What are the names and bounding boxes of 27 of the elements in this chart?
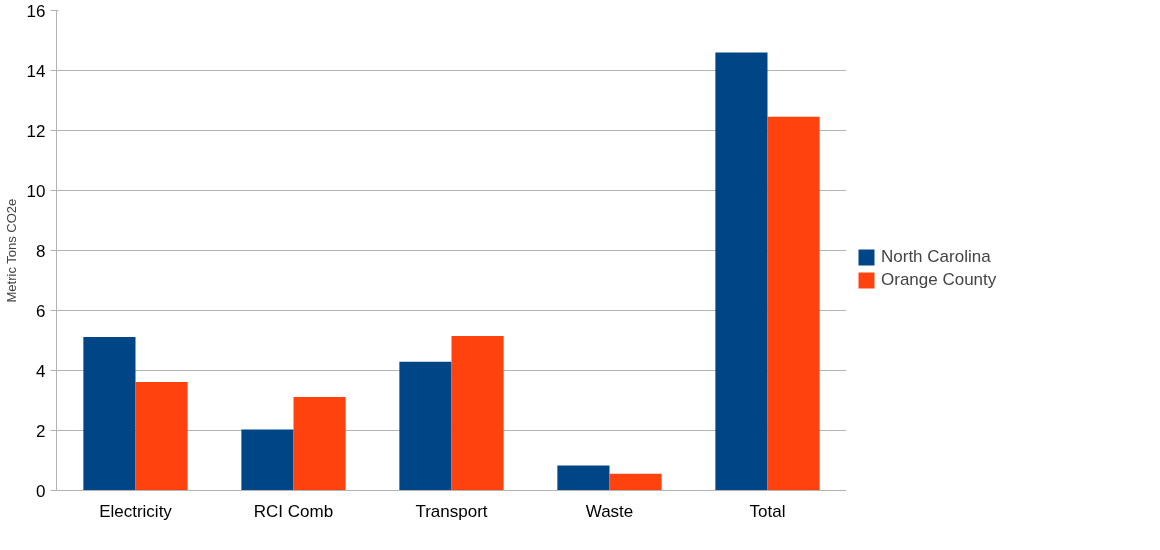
y-tick-label: 0	[36, 481, 46, 501]
y-tick-label: 12	[26, 121, 46, 141]
bar	[451, 336, 504, 491]
bar	[293, 396, 346, 491]
y-tick-label: 4	[36, 361, 46, 381]
legend-label: North Carolina	[881, 247, 991, 267]
bar	[609, 473, 662, 491]
bar	[557, 465, 610, 491]
y-tick-label: 6	[36, 301, 46, 321]
x-tick-label: Electricity	[99, 501, 173, 521]
x-tick-label: Transport	[415, 501, 488, 521]
legend-label: Orange County	[881, 270, 997, 290]
y-tick-label: 10	[26, 181, 46, 201]
y-tick-label: 16	[26, 1, 46, 21]
bar	[399, 361, 452, 491]
bar	[715, 52, 768, 491]
y-tick-label: 2	[36, 421, 46, 441]
bar	[135, 381, 188, 491]
x-tick-label: Total	[749, 501, 786, 521]
y-axis-title: Metric Tons CO2e	[3, 198, 19, 303]
x-tick-label: Waste	[585, 501, 634, 521]
bar	[767, 116, 820, 491]
bar	[83, 336, 136, 491]
x-tick-label: RCI Comb	[253, 501, 334, 521]
y-tick-label: 8	[36, 241, 46, 261]
bar	[241, 429, 294, 491]
y-tick-label: 14	[26, 61, 46, 81]
